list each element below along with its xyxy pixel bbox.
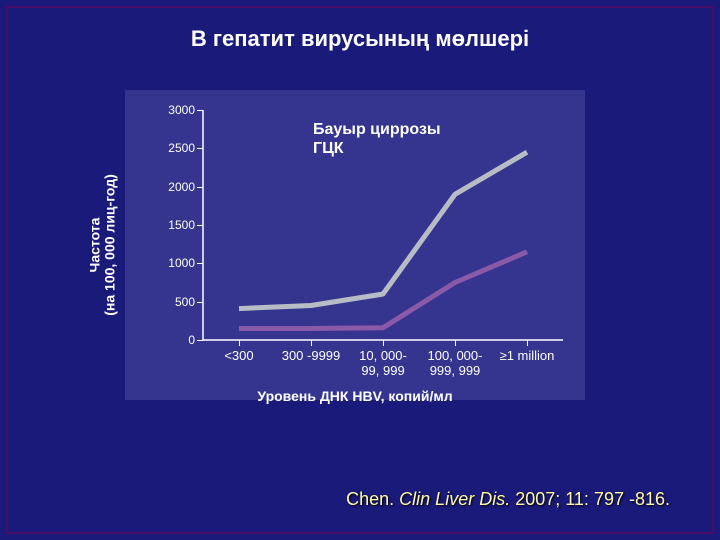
y-tick-mark: [197, 263, 203, 264]
citation-suffix: 2007; 11: 797 -816.: [510, 489, 670, 509]
x-tick-mark: [311, 340, 312, 346]
x-tick-mark: [383, 340, 384, 346]
citation-italic: Clin Liver Dis.: [399, 489, 510, 509]
x-tick-mark: [455, 340, 456, 346]
y-tick-label: 0: [145, 333, 195, 347]
x-tick-label: 10, 000-99, 999: [343, 348, 423, 378]
y-tick-label: 1500: [145, 218, 195, 232]
x-axis-label: Уровень ДНК HBV, копий/мл: [125, 388, 585, 404]
series-line: [239, 152, 527, 308]
chart-legend: Бауыр циррозы ГЦК: [313, 120, 441, 158]
chart-area: Частота (на 100, 000 лиц-год) Бауыр цирр…: [125, 90, 585, 400]
y-tick-label: 2000: [145, 180, 195, 194]
y-tick-label: 3000: [145, 103, 195, 117]
y-tick-mark: [197, 187, 203, 188]
x-tick-label: 100, 000-999, 999: [415, 348, 495, 378]
slide-title: В гепатит вирусының мөлшері: [0, 26, 720, 52]
y-tick-mark: [197, 110, 203, 111]
x-tick-label: 300 -9999: [271, 348, 351, 363]
y-tick-label: 1000: [145, 256, 195, 270]
x-tick-mark: [527, 340, 528, 346]
citation-text: Chen. Clin Liver Dis. 2007; 11: 797 -816…: [346, 489, 670, 510]
y-tick-mark: [197, 302, 203, 303]
y-tick-mark: [197, 148, 203, 149]
y-axis-label-line2: (на 100, 000 лиц-год): [103, 174, 118, 316]
x-tick-label: <300: [199, 348, 279, 363]
citation-prefix: Chen.: [346, 489, 399, 509]
y-axis-label-line1: Частота: [88, 174, 103, 316]
x-tick-mark: [239, 340, 240, 346]
y-tick-label: 500: [145, 295, 195, 309]
legend-item-2: ГЦК: [313, 139, 441, 158]
y-tick-mark: [197, 340, 203, 341]
slide-root: В гепатит вирусының мөлшері Частота (на …: [0, 0, 720, 540]
y-tick-mark: [197, 225, 203, 226]
y-axis-label: Частота (на 100, 000 лиц-год): [88, 174, 119, 316]
y-tick-label: 2500: [145, 141, 195, 155]
legend-item-1: Бауыр циррозы: [313, 120, 441, 139]
x-tick-label: ≥1 million: [487, 348, 567, 363]
